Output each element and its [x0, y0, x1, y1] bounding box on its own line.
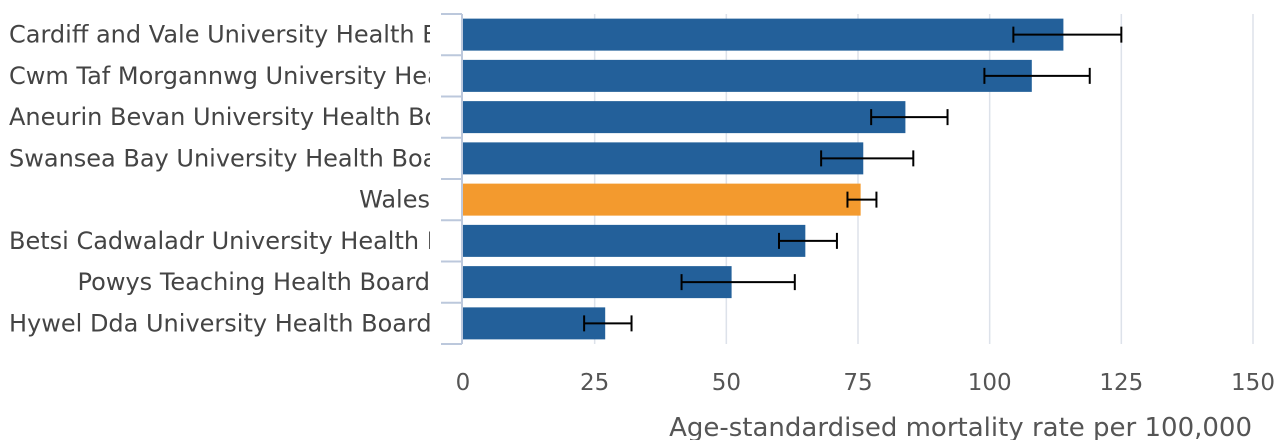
category-labels: Cardiff and Vale University Health Board…: [9, 21, 551, 338]
bar: [463, 142, 864, 175]
x-tick-label: 150: [1231, 370, 1275, 396]
bars: [463, 18, 1064, 340]
category-axis: [441, 13, 463, 345]
error-bar: [983, 67, 1091, 84]
error-bar: [820, 150, 915, 167]
error-bar: [846, 191, 878, 208]
bar: [463, 224, 806, 257]
category-label: Hywel Dda University Health Board: [9, 309, 432, 337]
x-axis-title: Age-standardised mortality rate per 100,…: [669, 413, 1252, 440]
category-label: Aneurin Bevan University Health Board: [9, 103, 479, 131]
error-bar: [870, 109, 949, 126]
bar: [463, 101, 906, 134]
category-label: Powys Teaching Health Board: [78, 268, 430, 296]
x-tick-label: 25: [580, 370, 609, 396]
category-label: Swansea Bay University Health Board: [9, 144, 462, 172]
bar: [463, 59, 1032, 92]
bar: [463, 307, 606, 340]
category-label: Wales: [359, 186, 430, 214]
error-bar: [1012, 26, 1123, 43]
error-bars: [583, 26, 1123, 332]
x-tick-label: 100: [968, 370, 1012, 396]
category-label: Cwm Taf Morgannwg University Health Boar…: [9, 62, 551, 90]
error-bar: [778, 232, 838, 249]
x-tick-label: 0: [456, 370, 471, 396]
x-tick-labels: 0 25 50 75 100 125 150: [456, 370, 1275, 396]
error-bar: [680, 274, 796, 291]
x-tick-label: 50: [712, 370, 741, 396]
x-tick-label: 125: [1099, 370, 1143, 396]
bar: [463, 18, 1064, 51]
x-tick-label: 75: [843, 370, 872, 396]
error-bar: [583, 315, 633, 332]
bar-highlight: [463, 183, 861, 216]
category-label: Cardiff and Vale University Health Board: [9, 21, 493, 49]
category-label: Betsi Cadwaladr University Health Board: [9, 227, 497, 255]
